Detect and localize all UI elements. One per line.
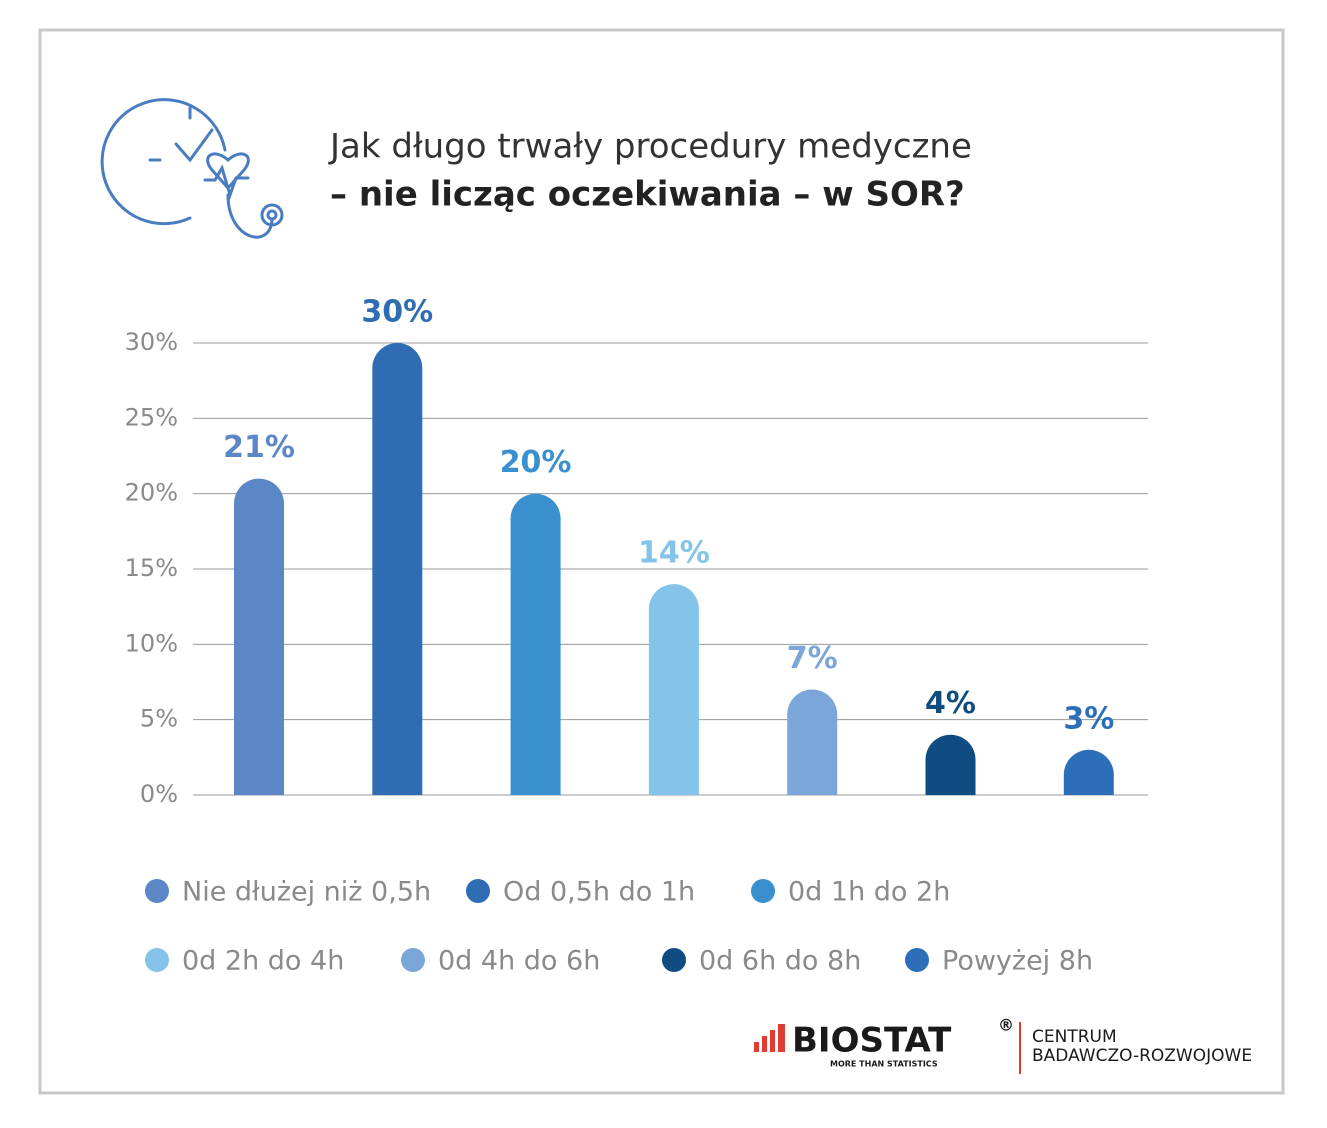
y-tick-label: 20% — [125, 479, 178, 507]
icon — [100, 98, 284, 239]
legend-label: Powyżej 8h — [942, 946, 1093, 977]
bar — [234, 478, 284, 795]
logo-bar — [778, 1024, 785, 1052]
bar — [372, 343, 423, 795]
y-tick-label: 15% — [125, 554, 178, 582]
legend-label: 0d 1h do 2h — [788, 877, 950, 908]
legend-label: 0d 6h do 8h — [699, 946, 861, 977]
value-label: 14% — [638, 536, 710, 571]
y-tick-label: 0% — [140, 780, 178, 808]
bar — [787, 689, 838, 795]
legend-label: 0d 4h do 6h — [438, 946, 600, 977]
value-label: 3% — [1063, 701, 1114, 736]
legend-label: Od 0,5h do 1h — [503, 877, 695, 908]
chart-title: Jak długo trwały procedury medyczne — [328, 127, 972, 167]
value-label: 7% — [787, 641, 838, 676]
legend-swatch — [662, 948, 686, 972]
y-tick-label: 5% — [140, 705, 178, 733]
legend-swatch — [905, 948, 929, 972]
logo: BIOSTAT ® MORE THAN STATISTICS CENTRUM B… — [754, 1016, 1252, 1074]
y-tick-label: 30% — [125, 328, 178, 356]
logo-mark: ® — [998, 1016, 1014, 1035]
bar — [925, 734, 976, 795]
bar — [510, 493, 561, 795]
bar — [1063, 749, 1114, 795]
legend-label: 0d 2h do 4h — [182, 946, 344, 977]
legend-swatch — [145, 879, 169, 903]
value-label: 4% — [925, 686, 976, 721]
chart-subtitle: – nie licząc oczekiwania – w SOR? — [330, 175, 965, 215]
bar — [648, 584, 699, 795]
legend-label: Nie dłużej niż 0,5h — [182, 877, 431, 908]
logo-unit: BADAWCZO-ROZWOJOWE — [1032, 1046, 1252, 1066]
value-label: 30% — [361, 295, 433, 330]
legend-swatch — [401, 948, 425, 972]
y-tick-label: 25% — [125, 403, 178, 431]
value-label: 20% — [500, 445, 572, 480]
legend-swatch — [466, 879, 490, 903]
logo-bar — [754, 1042, 759, 1052]
legend-swatch — [145, 948, 169, 972]
logo-name: BIOSTAT — [792, 1021, 952, 1061]
logo-tagline: MORE THAN STATISTICS — [830, 1060, 938, 1069]
logo-unit: CENTRUM — [1032, 1027, 1117, 1047]
y-tick-label: 10% — [125, 629, 178, 657]
logo-bar — [762, 1036, 767, 1052]
value-label: 21% — [223, 430, 295, 465]
logo-bar — [770, 1030, 775, 1052]
legend-swatch — [751, 879, 775, 903]
